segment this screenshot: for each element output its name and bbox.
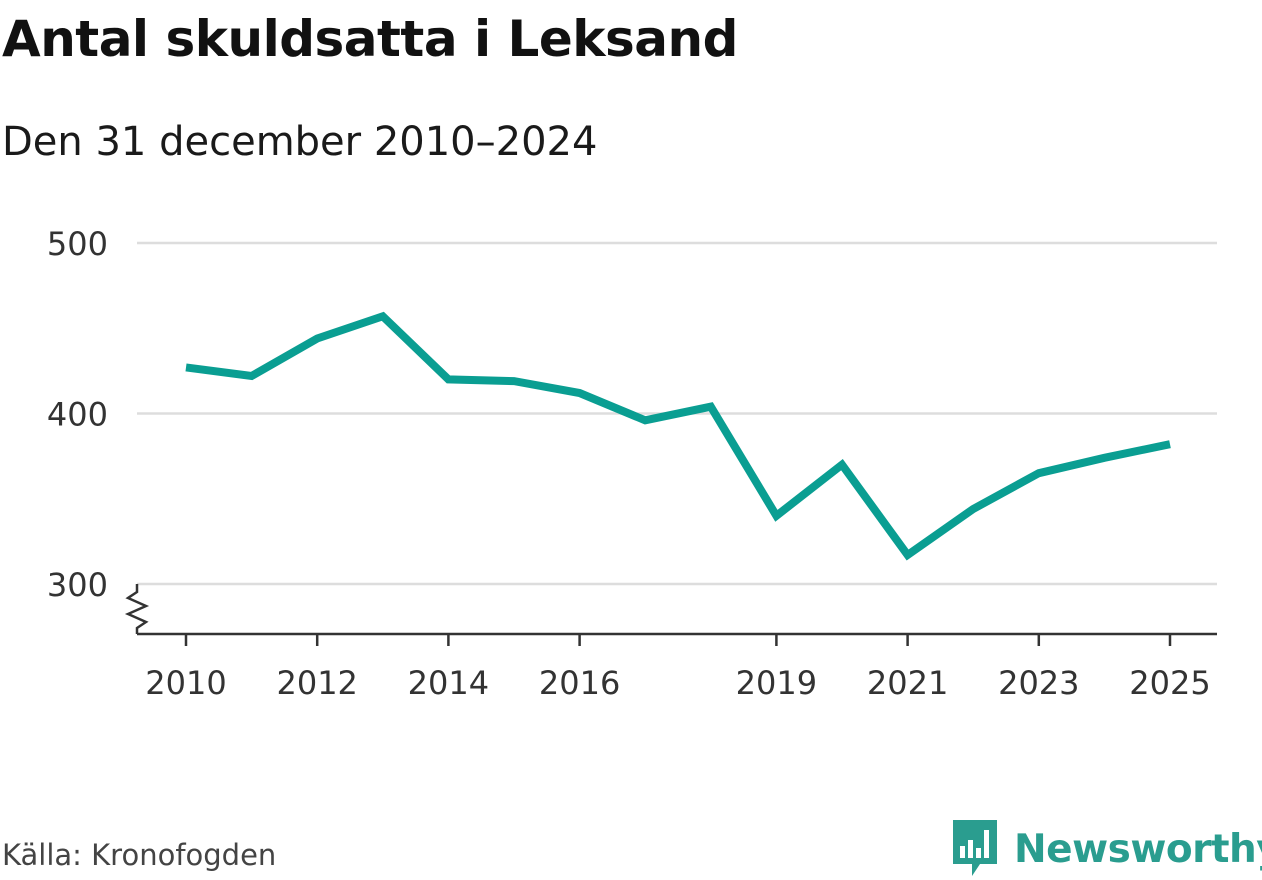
x-tick-label-2025: 2025 (1129, 664, 1210, 702)
data-point-2017 (641, 416, 649, 424)
data-point-2016 (576, 389, 584, 397)
x-tick-label-2021: 2021 (867, 664, 948, 702)
chart-subtitle: Den 31 december 2010–2024 (2, 119, 598, 165)
x-tick-label-2019: 2019 (736, 664, 817, 702)
series-line-0 (185, 311, 1171, 561)
data-point-2019 (772, 512, 780, 520)
data-point-2011 (248, 372, 256, 380)
x-tick-label-2012: 2012 (276, 664, 357, 702)
axis-break-icon (124, 584, 150, 634)
x-axis: 2010 2012 2014 2016 2019 2021 2023 2025 (124, 584, 1217, 702)
data-point-2014 (444, 375, 452, 383)
source-note: Källa: Kronofogden (2, 838, 277, 872)
data-point-2024 (1100, 454, 1108, 462)
data-point-2020 (838, 461, 846, 469)
data-point-2025 (1166, 440, 1174, 448)
data-point-2022 (969, 505, 977, 513)
y-tick-label-400: 400 (47, 396, 108, 434)
data-point-2023 (1035, 469, 1043, 477)
chart-title: Antal skuldsatta i Leksand (2, 10, 738, 68)
data-point-2012 (313, 334, 321, 342)
y-axis-ticks: 300 400 500 (47, 225, 108, 604)
data-point-2013 (379, 312, 387, 320)
data-point-2018 (707, 403, 715, 411)
data-point-2021 (904, 551, 912, 559)
x-tick-label-2010: 2010 (145, 664, 226, 702)
brand-logo: Newsworthy (950, 818, 1262, 880)
y-tick-label-300: 300 (47, 566, 108, 604)
x-tick-label-2014: 2014 (408, 664, 489, 702)
series-group (182, 311, 1174, 561)
data-point-2010 (182, 363, 190, 371)
y-tick-label-500: 500 (47, 225, 108, 263)
x-tick-label-2016: 2016 (539, 664, 620, 702)
x-tick-label-2023: 2023 (998, 664, 1079, 702)
bar-chart-speech-bubble-icon (953, 820, 997, 876)
brand-name: Newsworthy (1014, 826, 1262, 872)
data-point-2015 (510, 377, 518, 385)
